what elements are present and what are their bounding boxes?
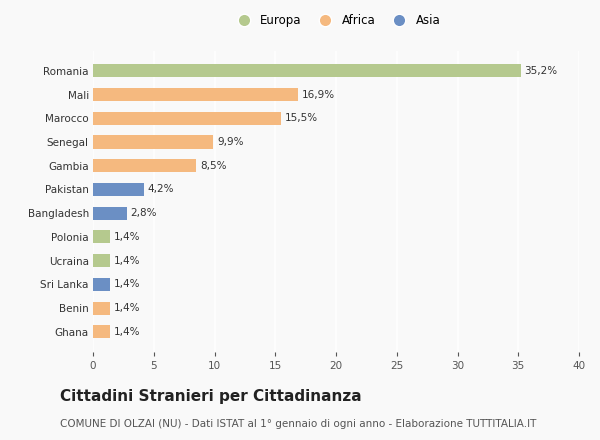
Bar xyxy=(93,207,127,220)
Bar xyxy=(93,112,281,125)
Legend: Europa, Africa, Asia: Europa, Africa, Asia xyxy=(232,15,440,27)
Bar xyxy=(93,88,298,101)
Text: 2,8%: 2,8% xyxy=(131,208,157,218)
Text: 8,5%: 8,5% xyxy=(200,161,226,171)
Bar xyxy=(93,254,110,267)
Bar xyxy=(93,183,144,196)
Text: Cittadini Stranieri per Cittadinanza: Cittadini Stranieri per Cittadinanza xyxy=(60,389,362,404)
Text: 15,5%: 15,5% xyxy=(285,113,318,123)
Text: 1,4%: 1,4% xyxy=(113,303,140,313)
Text: 1,4%: 1,4% xyxy=(113,256,140,266)
Text: 4,2%: 4,2% xyxy=(148,184,174,194)
Bar xyxy=(93,136,213,149)
Text: 1,4%: 1,4% xyxy=(113,232,140,242)
Bar xyxy=(93,325,110,338)
Text: 1,4%: 1,4% xyxy=(113,327,140,337)
Text: COMUNE DI OLZAI (NU) - Dati ISTAT al 1° gennaio di ogni anno - Elaborazione TUTT: COMUNE DI OLZAI (NU) - Dati ISTAT al 1° … xyxy=(60,419,536,429)
Text: 35,2%: 35,2% xyxy=(524,66,557,76)
Bar xyxy=(93,159,196,172)
Text: 9,9%: 9,9% xyxy=(217,137,244,147)
Text: 1,4%: 1,4% xyxy=(113,279,140,290)
Bar xyxy=(93,301,110,315)
Bar xyxy=(93,231,110,243)
Bar xyxy=(93,64,521,77)
Bar xyxy=(93,278,110,291)
Text: 16,9%: 16,9% xyxy=(302,90,335,99)
